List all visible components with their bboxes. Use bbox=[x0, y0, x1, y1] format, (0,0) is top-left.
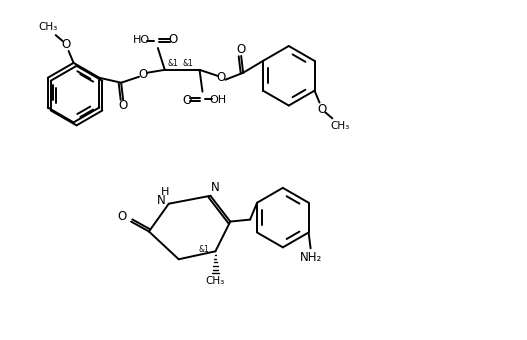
Text: O: O bbox=[139, 68, 148, 81]
Text: CH₃: CH₃ bbox=[38, 22, 57, 32]
Text: O: O bbox=[182, 94, 191, 107]
Text: CH₃: CH₃ bbox=[331, 121, 350, 131]
Text: &1: &1 bbox=[182, 59, 193, 68]
Text: O: O bbox=[168, 33, 178, 46]
Text: HO: HO bbox=[132, 35, 150, 45]
Text: H: H bbox=[161, 187, 169, 197]
Text: O: O bbox=[118, 210, 127, 223]
Text: CH₃: CH₃ bbox=[206, 276, 225, 286]
Text: O: O bbox=[119, 99, 128, 112]
Text: NH₂: NH₂ bbox=[299, 251, 321, 264]
Text: O: O bbox=[237, 44, 246, 56]
Text: N: N bbox=[157, 194, 165, 207]
Text: &1: &1 bbox=[198, 245, 209, 254]
Text: O: O bbox=[61, 37, 70, 51]
Text: N: N bbox=[211, 181, 220, 194]
Text: O: O bbox=[318, 103, 327, 116]
Text: O: O bbox=[217, 71, 226, 84]
Text: &1: &1 bbox=[168, 59, 178, 68]
Text: OH: OH bbox=[210, 95, 227, 105]
